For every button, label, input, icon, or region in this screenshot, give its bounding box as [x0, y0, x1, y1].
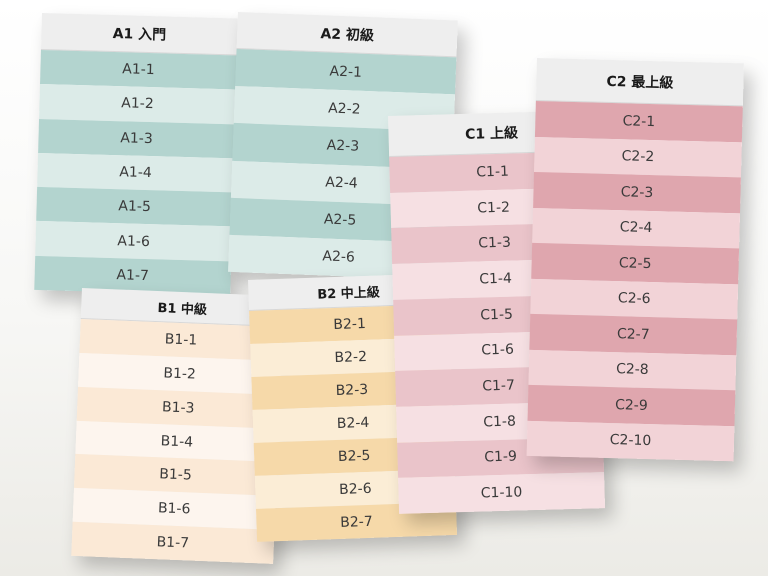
- card-b1-row[interactable]: B1-7: [71, 521, 275, 564]
- card-a1-row[interactable]: A1-4: [37, 152, 235, 193]
- card-a1-row[interactable]: A1-3: [38, 118, 235, 159]
- card-c2-row[interactable]: C2-4: [532, 207, 741, 249]
- card-c2-title: C2 最上級: [535, 58, 744, 107]
- card-a1-row[interactable]: A1-6: [35, 221, 233, 262]
- card-c2-row[interactable]: C2-5: [531, 242, 740, 284]
- card-c2-row[interactable]: C2-1: [534, 100, 743, 142]
- card-a1-row[interactable]: A1-1: [40, 49, 237, 90]
- card-c2-row[interactable]: C2-3: [533, 171, 741, 213]
- card-a1-row[interactable]: A1-2: [39, 84, 236, 124]
- card-c2-row[interactable]: C2-9: [527, 384, 736, 426]
- card-c2-row[interactable]: C2-8: [528, 349, 737, 391]
- card-c1-row[interactable]: C1-10: [398, 472, 606, 514]
- card-c2-row[interactable]: C2-10: [526, 420, 735, 462]
- card-c2-row[interactable]: C2-2: [534, 136, 742, 178]
- card-c2-row[interactable]: C2-7: [529, 313, 738, 355]
- card-a1-title: A1 入門: [40, 13, 238, 56]
- card-c2-row[interactable]: C2-6: [530, 278, 739, 320]
- card-a1-row[interactable]: A1-5: [36, 187, 234, 227]
- card-c2: C2 最上級 C2-1 C2-2 C2-3 C2-4 C2-5 C2-6 C2-…: [526, 58, 744, 462]
- card-a1: A1 入門 A1-1 A1-2 A1-3 A1-4 A1-5 A1-6 A1-7: [34, 13, 238, 296]
